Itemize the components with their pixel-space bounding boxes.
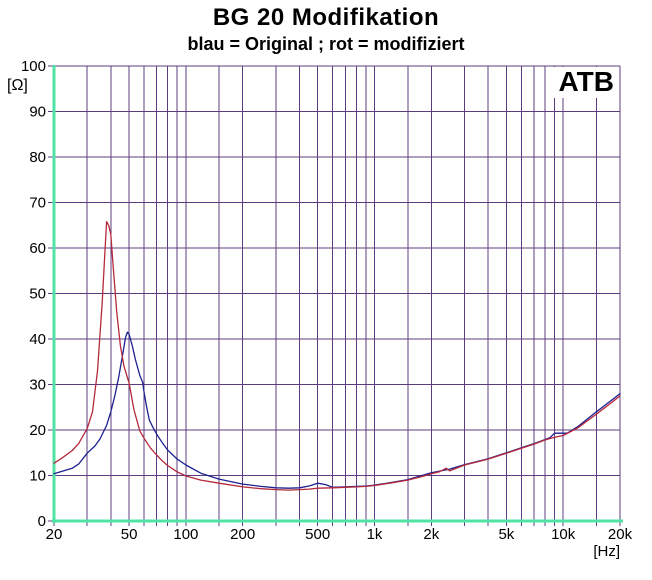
y-tick-label: 60 bbox=[29, 240, 46, 257]
y-tick-label: 10 bbox=[29, 468, 46, 485]
x-tick-label: 200 bbox=[230, 526, 255, 543]
chart-title: BG 20 Modifikation bbox=[212, 4, 440, 31]
x-tick-label: 10k bbox=[551, 526, 576, 543]
x-tick-label: 500 bbox=[305, 526, 330, 543]
y-tick-label: 20 bbox=[29, 422, 46, 439]
y-tick-label: 50 bbox=[29, 286, 46, 303]
y-tick-label: 80 bbox=[29, 149, 46, 166]
y-tick-label: 0 bbox=[38, 513, 46, 530]
x-axis-unit-label: [Hz] bbox=[593, 543, 620, 560]
x-tick-label: 5k bbox=[498, 526, 514, 543]
x-tick-label: 20 bbox=[46, 526, 63, 543]
y-tick-label: 70 bbox=[29, 195, 46, 212]
y-tick-label: 40 bbox=[29, 331, 46, 348]
x-tick-label: 100 bbox=[173, 526, 198, 543]
x-tick-label: 20k bbox=[608, 526, 633, 543]
y-tick-label: 100 bbox=[21, 58, 46, 75]
x-tick-label: 50 bbox=[121, 526, 138, 543]
chart-subtitle-legend: blau = Original ; rot = modifiziert bbox=[187, 34, 465, 54]
curve-modifiziert bbox=[53, 220, 621, 491]
y-tick-label: 90 bbox=[29, 104, 46, 121]
atb-watermark: ATB bbox=[548, 66, 614, 98]
curve-original bbox=[53, 331, 621, 489]
x-tick-label: 2k bbox=[423, 526, 439, 543]
y-tick-label: 30 bbox=[29, 377, 46, 394]
x-tick-label: 1k bbox=[367, 526, 383, 543]
y-axis-unit-label: [Ω] bbox=[7, 77, 28, 94]
